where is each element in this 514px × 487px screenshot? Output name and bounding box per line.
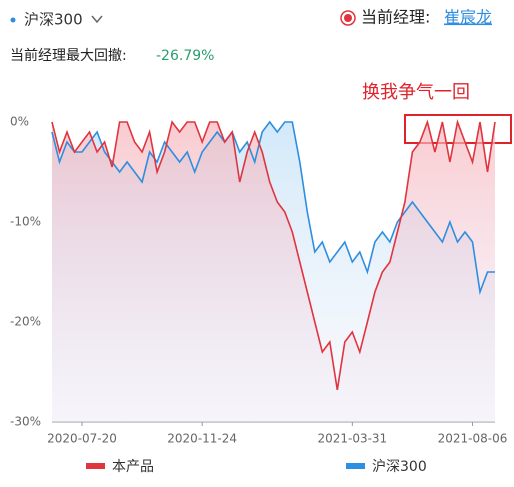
y-tick-label: -20% — [10, 315, 41, 329]
drawdown-label: 当前经理最大回撤: — [10, 47, 127, 64]
index-selector[interactable]: 沪深300 — [24, 11, 83, 29]
legend-swatch — [346, 463, 365, 469]
annotation: 换我争气一回 — [362, 82, 470, 103]
line — [51, 120, 495, 296]
x-tick-label: 2020-07-20 — [47, 432, 117, 446]
x-tick-label: 2021-03-31 — [317, 432, 387, 446]
dot — [10, 17, 16, 23]
area — [52, 122, 495, 422]
manager-link[interactable]: 崔宸龙 — [444, 8, 492, 27]
x-tick-label: 2021-08-06 — [438, 432, 508, 446]
radio-inner — [344, 14, 352, 22]
y-tick-label: -10% — [10, 215, 41, 229]
drawdown-value: -26.79% — [156, 48, 214, 64]
legend-label: 沪深300 — [372, 459, 427, 475]
x-tick-label: 2020-11-24 — [167, 432, 237, 446]
radio-outer — [340, 10, 356, 26]
line — [51, 119, 496, 391]
manager-label: 当前经理: — [361, 8, 430, 27]
legend-swatch — [86, 463, 105, 469]
y-tick-label: 0% — [10, 115, 29, 129]
y-tick-label: -30% — [10, 415, 41, 429]
dropdown-arrow[interactable] — [91, 15, 103, 24]
legend-label: 本产品 — [112, 459, 154, 475]
